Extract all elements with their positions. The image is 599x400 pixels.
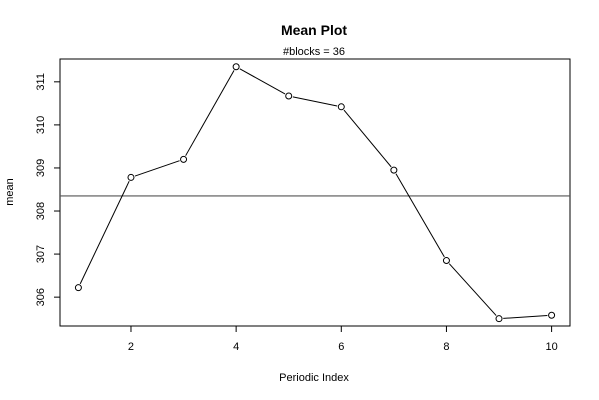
x-axis-label: Periodic Index xyxy=(279,372,349,384)
series-line-segment xyxy=(503,315,548,319)
x-tick-label: 2 xyxy=(128,341,134,353)
series-line-segment xyxy=(134,160,180,177)
data-point xyxy=(127,173,135,181)
series-line-segment xyxy=(448,263,497,316)
chart-marks: 2 4 6 8 10 306 307 308 309 310 311 xyxy=(35,63,570,353)
y-tick-label: 310 xyxy=(35,116,47,134)
x-tick-label: 4 xyxy=(233,341,239,353)
series-line-segment xyxy=(395,173,445,258)
y-tick-label: 308 xyxy=(35,202,47,220)
series-line-segment xyxy=(185,70,235,156)
data-point xyxy=(390,166,398,174)
y-tick-label: 309 xyxy=(35,159,47,177)
data-point xyxy=(74,284,82,292)
data-point xyxy=(495,315,503,323)
data-point xyxy=(285,92,293,100)
data-point xyxy=(232,63,240,71)
y-tick-label: 307 xyxy=(35,245,47,263)
data-point xyxy=(442,257,450,265)
series-line-segment xyxy=(343,109,392,168)
y-tick-label: 311 xyxy=(35,73,47,91)
data-point xyxy=(180,155,188,163)
chart-subtitle: #blocks = 36 xyxy=(283,46,345,58)
plot-frame xyxy=(59,58,571,327)
x-tick-label: 10 xyxy=(545,341,557,353)
y-axis-label: mean xyxy=(4,178,16,206)
x-tick-label: 8 xyxy=(443,341,449,353)
series-line-segment xyxy=(79,181,130,285)
chart-title: Mean Plot xyxy=(281,22,347,38)
x-tick-label: 6 xyxy=(338,341,344,353)
series-line-segment xyxy=(292,96,338,107)
series-line-segment xyxy=(239,68,286,95)
y-tick-label: 306 xyxy=(35,288,47,306)
data-point xyxy=(337,103,345,111)
data-point xyxy=(548,311,556,319)
